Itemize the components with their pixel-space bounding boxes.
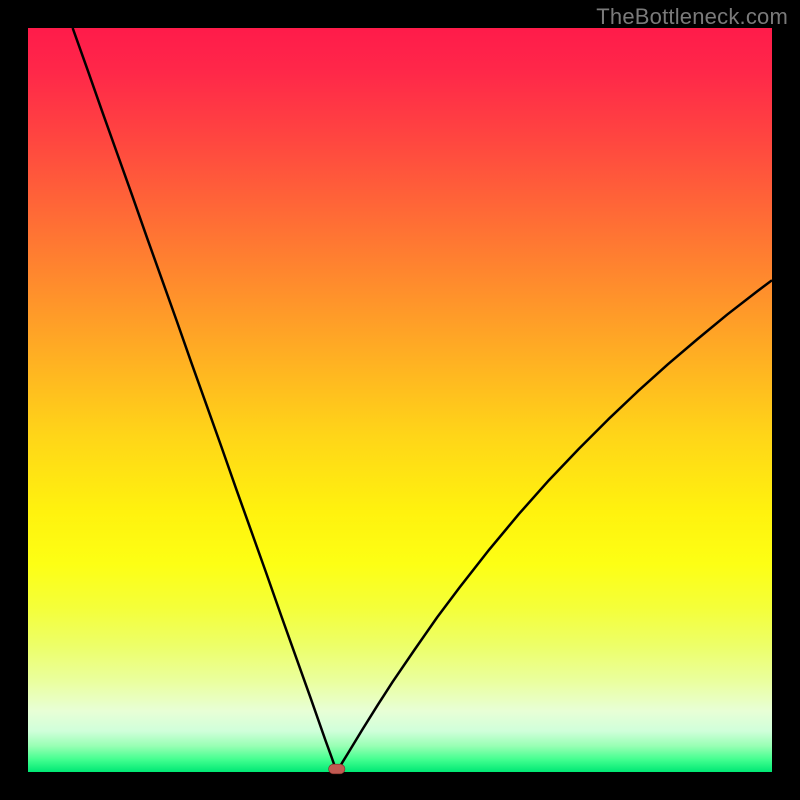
optimal-point-marker [329, 764, 345, 774]
plot-background [28, 28, 772, 772]
chart-container: TheBottleneck.com [0, 0, 800, 800]
bottleneck-curve-plot [0, 0, 800, 800]
